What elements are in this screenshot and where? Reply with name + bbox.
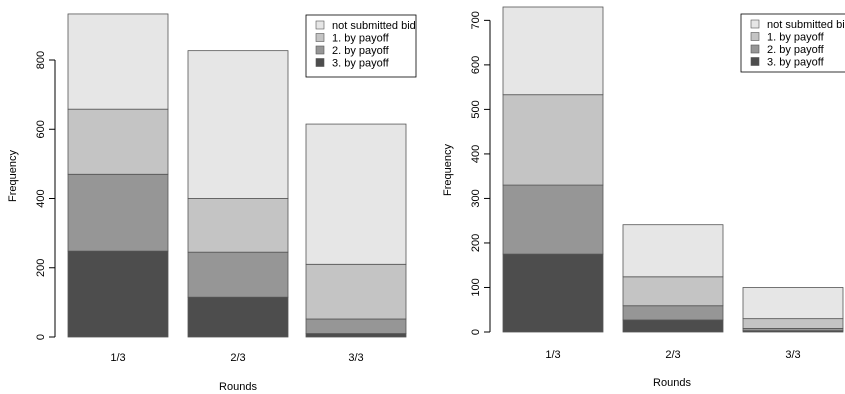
bar-segment bbox=[305, 263, 407, 320]
chart-1: 0 200 400 600 800 1/3 2/3 3/3 Rounds Frequency not… bbox=[7, 13, 417, 393]
bar-segment bbox=[502, 6, 604, 96]
y-tick-label: 400 bbox=[470, 145, 482, 163]
bar-segment bbox=[187, 296, 289, 338]
x-category-label: 2/3 bbox=[665, 349, 680, 361]
x-category-label: 1/3 bbox=[545, 349, 560, 361]
y-tick-label: 200 bbox=[35, 259, 47, 277]
bar-segment bbox=[502, 184, 604, 255]
legend-swatch bbox=[315, 45, 325, 55]
legend-entry: 1. by payoff bbox=[767, 32, 825, 44]
x-category-label: 3/3 bbox=[348, 352, 363, 364]
y-axis-title: Frequency bbox=[7, 150, 19, 202]
bar-segment bbox=[622, 305, 724, 321]
legend-entry: not submitted bid bbox=[767, 19, 845, 31]
legend-swatch bbox=[315, 58, 325, 67]
chart-2: 0 100 200 300 400 500 600 700 1/3 2/3 3/3 Rounds Fre… bbox=[442, 6, 845, 389]
legend-swatch bbox=[750, 32, 760, 41]
legend-entry: 2. by payoff bbox=[767, 44, 825, 56]
y-tick-label: 0 bbox=[35, 334, 47, 340]
legend-entry: 2. by payoff bbox=[332, 45, 390, 57]
legend-entry: 1. by payoff bbox=[332, 33, 390, 45]
legend-box bbox=[305, 14, 417, 78]
y-tick-label: 300 bbox=[470, 189, 482, 207]
bar-segment bbox=[305, 318, 407, 334]
x-category-label: 2/3 bbox=[230, 352, 245, 364]
x-axis-title: Rounds bbox=[653, 377, 691, 389]
legend-swatch bbox=[750, 44, 760, 54]
legend-swatch bbox=[750, 57, 760, 66]
bar-segment bbox=[187, 251, 289, 298]
x-category-label: 1/3 bbox=[110, 352, 125, 364]
x-category-label: 3/3 bbox=[785, 349, 800, 361]
x-axis-title: Rounds bbox=[219, 381, 257, 393]
bar-segment bbox=[742, 318, 844, 329]
y-tick-label: 0 bbox=[470, 329, 482, 335]
legend-entry: 3. by payoff bbox=[332, 58, 390, 70]
bar-segment bbox=[305, 333, 407, 338]
legend-swatch bbox=[315, 20, 325, 30]
y-tick-label: 600 bbox=[35, 120, 47, 138]
legend-entry: not submitted bid bbox=[332, 20, 416, 32]
y-tick-label: 800 bbox=[35, 51, 47, 69]
y-tick-label: 200 bbox=[470, 234, 482, 252]
legend-swatch bbox=[750, 19, 760, 29]
bar-segment bbox=[622, 319, 724, 333]
bar-segment bbox=[67, 173, 169, 252]
bar-segment bbox=[67, 13, 169, 110]
y-axis-title: Frequency bbox=[442, 144, 454, 196]
bar-segment bbox=[622, 224, 724, 278]
legend-entry: 3. by payoff bbox=[767, 57, 825, 69]
y-tick-label: 700 bbox=[470, 11, 482, 29]
bar-segment bbox=[305, 123, 407, 265]
legend-swatch bbox=[315, 33, 325, 42]
bar-segment bbox=[502, 94, 604, 186]
bar-segment bbox=[187, 50, 289, 199]
y-tick-label: 100 bbox=[470, 278, 482, 296]
bar-segment bbox=[187, 198, 289, 253]
y-tick-label: 500 bbox=[470, 100, 482, 118]
bar-segment bbox=[742, 287, 844, 320]
bar-segment bbox=[622, 276, 724, 307]
y-tick-label: 600 bbox=[470, 56, 482, 74]
bar-segment bbox=[67, 108, 169, 175]
bar-segment bbox=[67, 250, 169, 338]
bar-segment bbox=[502, 253, 604, 333]
y-tick-label: 400 bbox=[35, 189, 47, 207]
